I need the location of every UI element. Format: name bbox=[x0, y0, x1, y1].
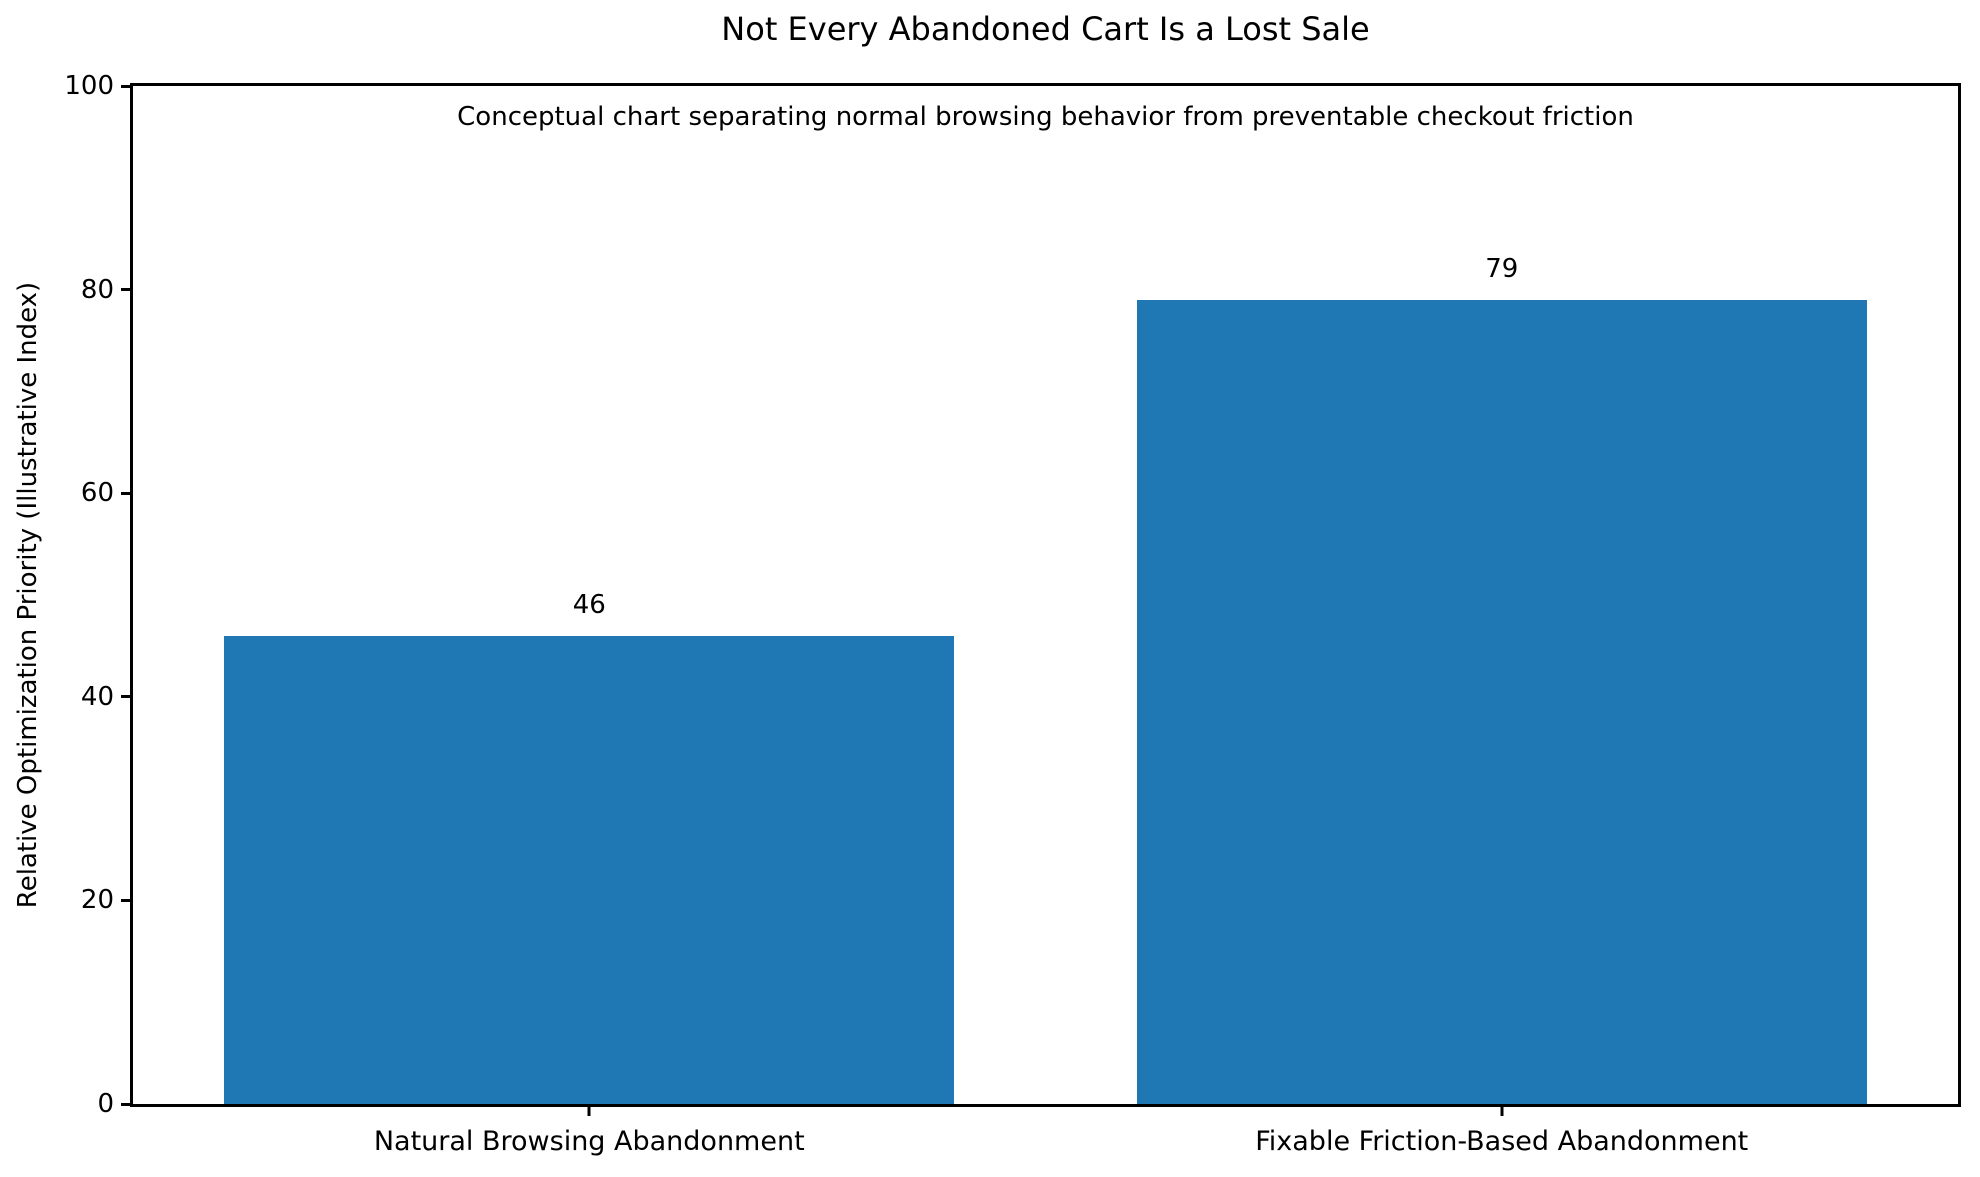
y-tick-mark bbox=[121, 898, 130, 902]
y-tick-mark bbox=[121, 288, 130, 292]
bar-0 bbox=[224, 635, 955, 1104]
y-tick-label: 20 bbox=[80, 885, 114, 916]
y-tick-mark bbox=[121, 1102, 130, 1106]
y-tick-label: 100 bbox=[64, 71, 114, 101]
x-tick-mark bbox=[587, 1107, 591, 1116]
bar-value-label: 79 bbox=[1485, 253, 1519, 284]
x-tick-label: Natural Browsing Abandonment bbox=[373, 1126, 805, 1157]
y-tick-label: 80 bbox=[80, 274, 114, 305]
y-tick-mark bbox=[121, 695, 130, 699]
y-tick-mark bbox=[121, 491, 130, 495]
y-tick-label: 0 bbox=[97, 1089, 114, 1119]
y-tick-mark bbox=[121, 84, 130, 88]
y-tick-label: 40 bbox=[80, 681, 114, 712]
y-tick-label: 60 bbox=[80, 478, 114, 509]
y-axis-label: Relative Optimization Priority (Illustra… bbox=[13, 281, 43, 909]
bar-1 bbox=[1136, 299, 1867, 1104]
x-tick-label: Fixable Friction-Based Abandonment bbox=[1255, 1126, 1749, 1157]
chart-subtitle: Conceptual chart separating normal brows… bbox=[457, 102, 1634, 132]
x-tick-mark bbox=[1500, 1107, 1504, 1116]
bar-value-label: 46 bbox=[572, 589, 606, 620]
chart-title: Not Every Abandoned Cart Is a Lost Sale bbox=[721, 10, 1370, 48]
plot-area: Conceptual chart separating normal brows… bbox=[64, 73, 1961, 1157]
